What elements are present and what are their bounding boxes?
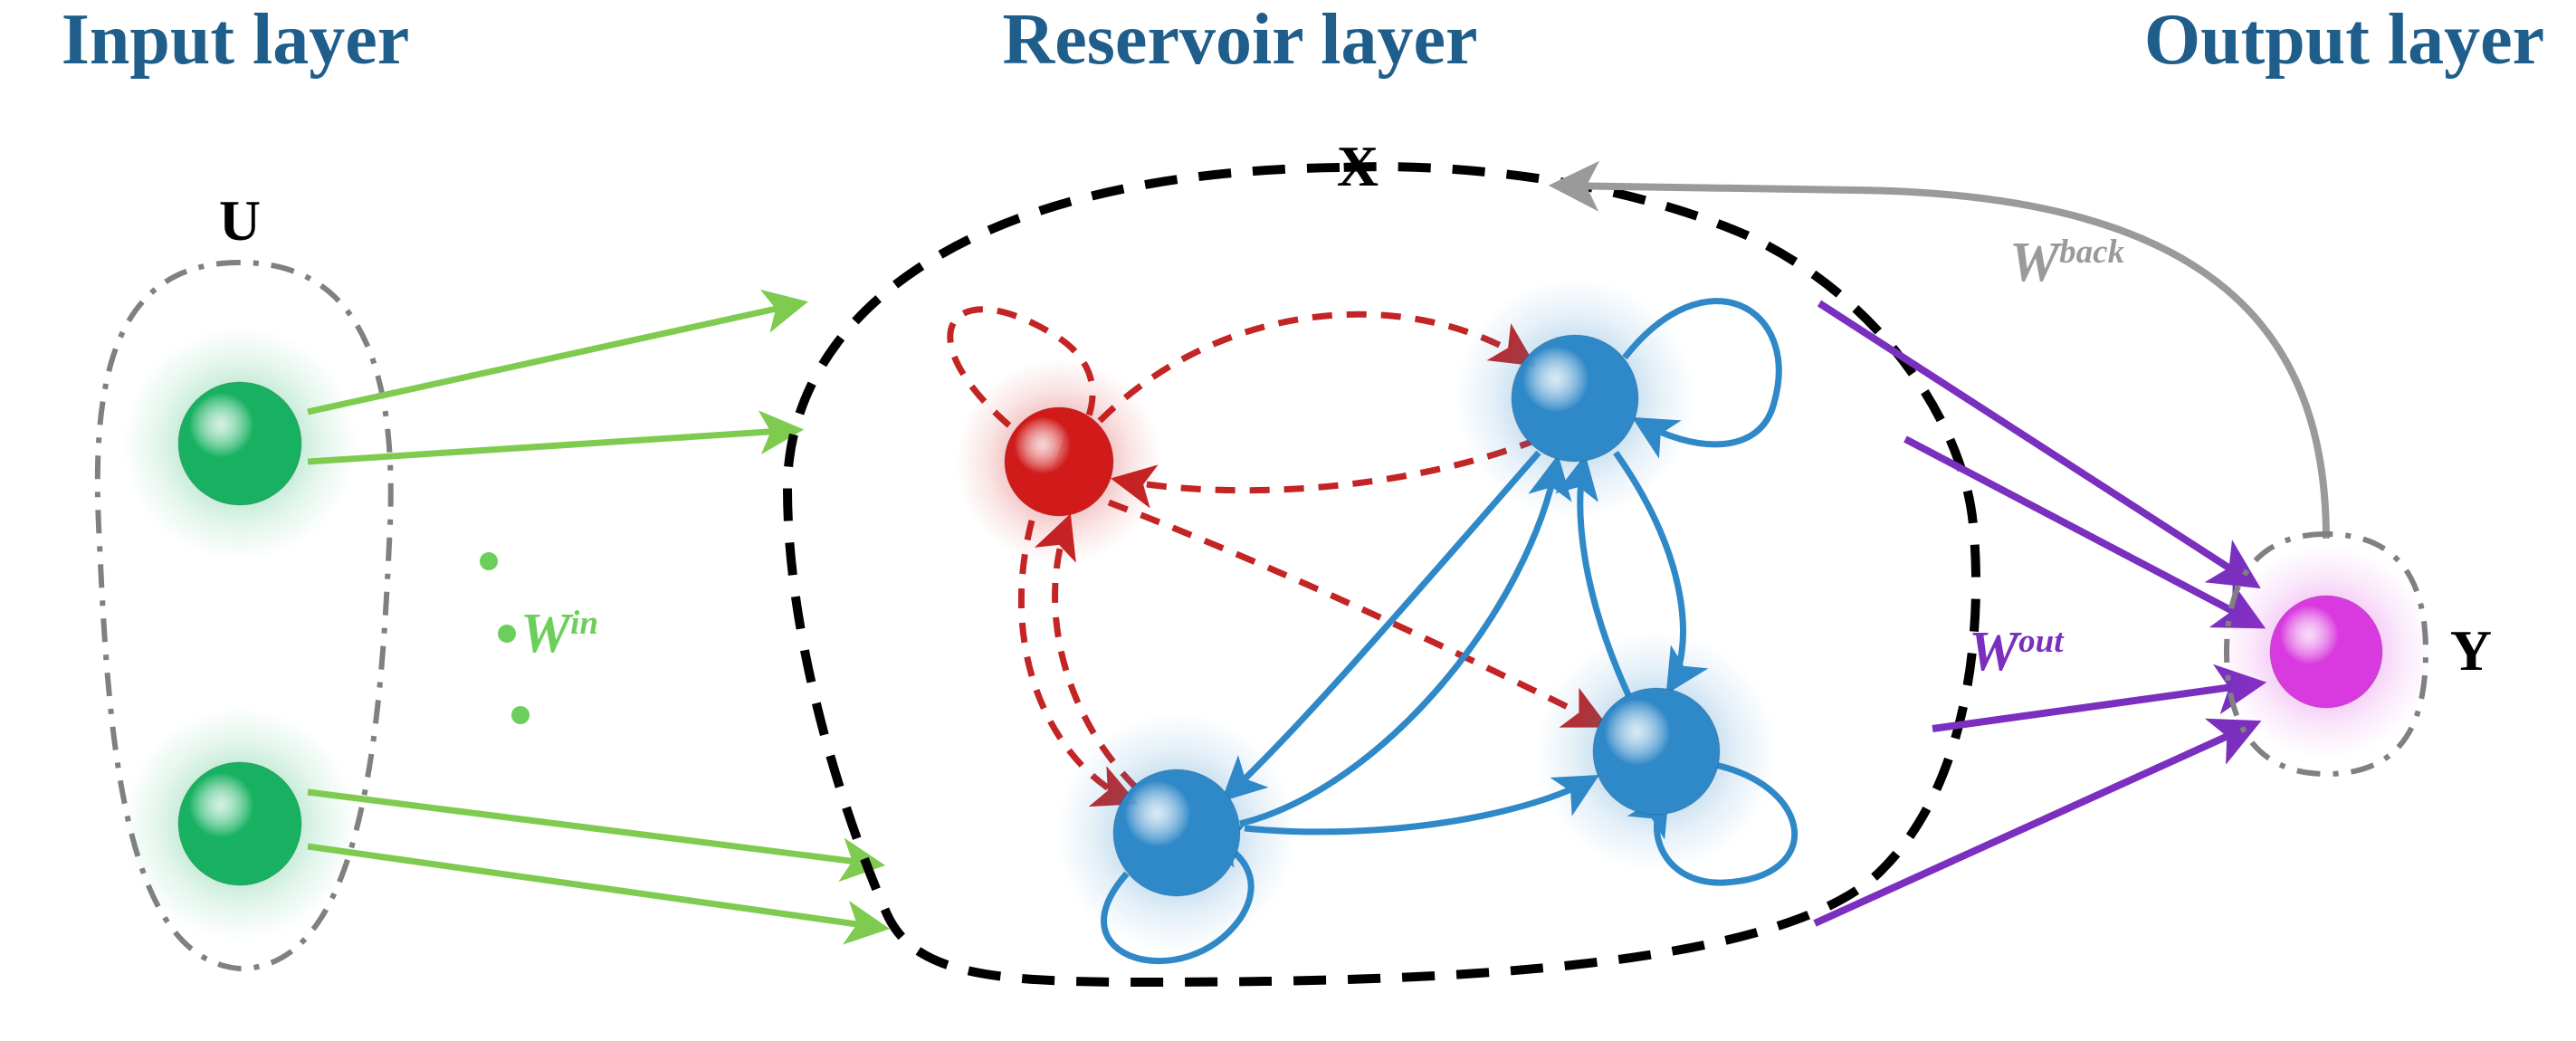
win-arrow — [308, 303, 801, 412]
wout-arrow — [1819, 303, 2254, 584]
title-reservoir: Reservoir layer — [1003, 0, 1478, 80]
title-input: Input layer — [62, 0, 410, 80]
weight-wout: Wout — [1969, 621, 2065, 683]
label-X: X — [1337, 134, 1379, 198]
wout-arrow — [1815, 724, 2254, 923]
ellipsis-dot — [498, 625, 516, 643]
wout-arrow — [1905, 439, 2258, 625]
title-output: Output layer — [2144, 0, 2544, 80]
label-U: U — [219, 188, 261, 253]
reservoir-blue-edge — [1240, 462, 1557, 824]
win-arrow — [308, 792, 878, 864]
win-arrow — [308, 846, 883, 928]
ellipsis-dot — [480, 552, 498, 570]
weight-win: Win — [520, 603, 598, 664]
ellipsis-dot — [511, 706, 530, 724]
reservoir-red-edge — [1109, 502, 1602, 724]
reservoir-blob — [787, 167, 1976, 982]
wout-arrow — [1932, 683, 2258, 729]
weight-wback: Wback — [2009, 232, 2125, 293]
label-Y: Y — [2450, 618, 2492, 683]
win-arrow — [308, 430, 797, 462]
